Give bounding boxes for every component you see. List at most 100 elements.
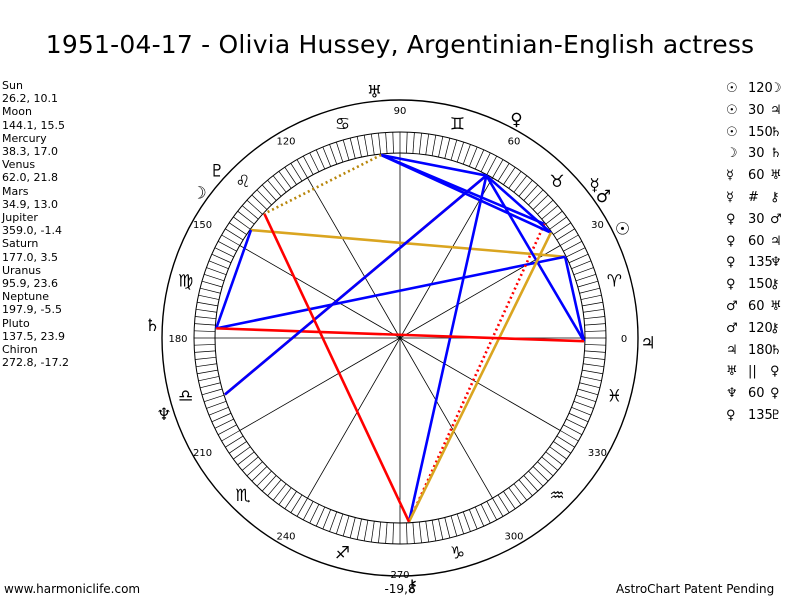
aspect-angle: 30 xyxy=(748,146,765,162)
aspect-line xyxy=(407,175,488,523)
aspect-planet-a: ☉ xyxy=(726,102,738,118)
aspect-planet-b: ♅ xyxy=(770,168,782,184)
aspect-planet-a: ♀ xyxy=(726,407,736,423)
degree-tick xyxy=(474,149,485,170)
planet-glyph-mars: ♂ xyxy=(596,187,611,207)
aspect-planet-b: ♆ xyxy=(770,255,782,271)
planet-name-uranus: Uranus xyxy=(2,263,41,277)
degree-tick xyxy=(284,491,297,509)
degree-tick xyxy=(211,412,232,423)
aspect-planet-b: ♀ xyxy=(770,386,780,402)
degree-tick xyxy=(503,167,516,185)
degree-tick xyxy=(431,520,437,541)
planet-name-sun: Sun xyxy=(2,79,23,92)
degree-tick xyxy=(203,274,225,282)
degree-tick xyxy=(584,350,606,353)
degree-tick xyxy=(575,394,597,402)
degree-label: 300 xyxy=(504,531,523,542)
degree-tick xyxy=(378,521,382,543)
degree-tick xyxy=(450,515,458,537)
planet-name-mars: Mars xyxy=(2,184,29,198)
degree-tick xyxy=(425,521,430,543)
planet-glyph-jupiter: ♃ xyxy=(640,333,655,353)
degree-tick xyxy=(290,163,303,182)
zodiac-sign-icon: ♌ xyxy=(235,172,250,192)
planet-name-chiron: Chiron xyxy=(2,343,38,357)
degree-tick xyxy=(556,228,575,241)
planet-glyph-sun: ☉ xyxy=(615,220,630,240)
degree-tick xyxy=(513,483,528,501)
degree-tick xyxy=(580,294,602,300)
house-spoke xyxy=(399,177,493,339)
aspect-planet-b: ⚷ xyxy=(770,277,780,293)
house-spoke xyxy=(239,337,401,431)
planet-values-venus: 62.0, 21.8 xyxy=(2,171,58,185)
degree-tick xyxy=(221,430,240,442)
degree-tick xyxy=(392,522,394,544)
website-link[interactable]: www.harmoniclife.com xyxy=(4,582,141,596)
degree-tick xyxy=(237,451,255,466)
aspect-planet-b: ♃ xyxy=(770,233,782,249)
degree-tick xyxy=(206,400,227,409)
degree-tick xyxy=(195,363,217,368)
aspect-angle: || xyxy=(748,364,757,380)
degree-tick xyxy=(571,260,592,270)
degree-tick xyxy=(201,280,223,288)
degree-tick xyxy=(214,418,234,429)
aspect-planet-b: ♂ xyxy=(770,211,782,227)
degree-label: 180 xyxy=(168,334,187,345)
aspect-row: ♀ 135♆ xyxy=(726,252,782,274)
aspect-planet-a: ♅ xyxy=(726,364,738,380)
degree-tick xyxy=(200,287,221,294)
degree-tick xyxy=(468,509,478,530)
zodiac-sign-icon: ♏ xyxy=(235,486,250,506)
aspect-row: ☉ 150♄ xyxy=(726,122,782,144)
aspect-line xyxy=(216,327,585,343)
degree-label: 30 xyxy=(591,220,604,231)
degree-label: 120 xyxy=(276,137,295,148)
degree-tick xyxy=(518,479,533,497)
aspect-row: ♆ 60 ♀ xyxy=(726,383,782,405)
aspect-line xyxy=(250,228,566,259)
planet-glyph-mercury: ☿ xyxy=(589,175,599,195)
aspect-row: ♀ 135♇ xyxy=(726,405,782,427)
degree-tick xyxy=(272,175,287,193)
planet-values-saturn: 177.0, 3.5 xyxy=(2,250,58,264)
degree-tick xyxy=(418,133,422,155)
degree-tick xyxy=(541,456,559,471)
degree-tick xyxy=(356,136,362,158)
degree-tick xyxy=(537,199,554,215)
degree-tick xyxy=(528,470,544,487)
zodiac-sign-icon: ♓ xyxy=(607,386,622,406)
aspect-planet-b: ♄ xyxy=(770,124,782,140)
aspect-line xyxy=(263,213,411,523)
aspect-angle: 120 xyxy=(748,320,773,336)
planet-name-neptune: Neptune xyxy=(2,290,50,304)
degree-tick xyxy=(553,441,571,454)
degree-tick xyxy=(497,494,510,513)
degree-tick xyxy=(583,316,605,320)
aspect-angle: 60 xyxy=(748,168,765,184)
aspect-line xyxy=(563,256,586,342)
degree-tick xyxy=(456,141,464,163)
degree-tick xyxy=(203,394,225,402)
degree-tick xyxy=(195,308,217,313)
degree-tick xyxy=(329,144,338,165)
planet-glyph-uranus: ♅ xyxy=(367,82,382,102)
aspect-planet-a: ☉ xyxy=(726,124,738,140)
aspect-row: ♅ || ♀ xyxy=(726,361,782,383)
aspect-planet-a: ♀ xyxy=(726,233,736,249)
degree-tick xyxy=(492,159,504,178)
planet-values-moon: 144.1, 15.5 xyxy=(2,118,65,132)
degree-tick xyxy=(336,141,344,163)
planet-glyph-neptune: ♆ xyxy=(156,405,171,425)
degree-tick xyxy=(349,138,356,159)
house-spoke xyxy=(399,245,561,339)
degree-tick xyxy=(256,189,272,206)
zodiac-sign-icon: ♎ xyxy=(178,386,193,406)
aspect-planet-a: ☿ xyxy=(726,168,734,184)
degree-tick xyxy=(322,509,332,530)
aspect-line xyxy=(215,255,566,330)
degree-tick xyxy=(462,511,471,532)
zodiac-sign-icon: ♐ xyxy=(335,543,350,563)
